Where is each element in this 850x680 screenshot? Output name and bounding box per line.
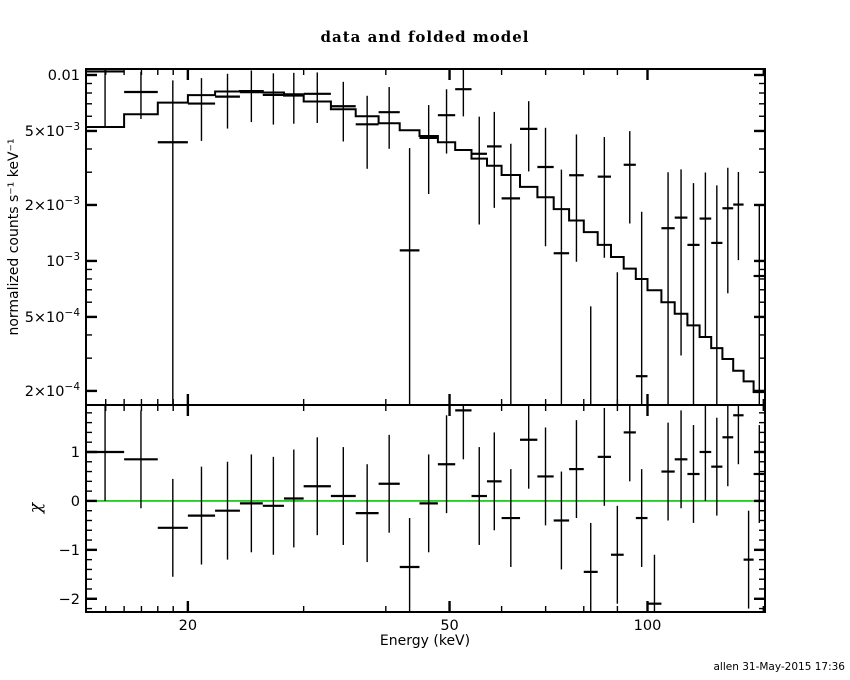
- chi-point: [486, 432, 502, 531]
- spectrum-point: [569, 134, 584, 262]
- spectrum-point: [283, 72, 304, 124]
- spectrum-point: [303, 72, 331, 123]
- chi-point: [124, 410, 158, 509]
- spectrum-point: [687, 183, 700, 405]
- chi-point: [699, 405, 712, 501]
- spectrum-point: [215, 73, 240, 129]
- chi-point: [687, 425, 700, 523]
- spectrum-point: [239, 70, 263, 123]
- spectrum-point: [157, 80, 188, 405]
- chi-point: [520, 405, 538, 489]
- chi-point: [419, 454, 438, 553]
- y-axis-label-top: normalized counts s⁻¹ keV⁻¹: [6, 138, 22, 336]
- timestamp-label: allen 31-May-2015 17:36: [713, 661, 845, 673]
- chi-point: [187, 466, 216, 565]
- spectrum-point: [355, 95, 379, 169]
- tick-labels: 20 50 100 0.01 5×10−3 2×10−3 10−3 5×10−4 2×10−4 1…: [25, 68, 662, 634]
- tick-label: 2×10−4: [25, 381, 81, 400]
- chi-point: [399, 518, 420, 612]
- tick-label: 50: [440, 618, 458, 634]
- chi-point: [378, 434, 400, 533]
- x-axis-label: Energy (keV): [379, 633, 471, 649]
- plot-title: data and folded model: [320, 28, 530, 46]
- spectrum-point: [455, 69, 472, 117]
- spectrum-point: [537, 127, 554, 247]
- spectrum-point: [674, 169, 688, 356]
- chi-point: [553, 471, 570, 570]
- tick-label: 100: [634, 618, 662, 634]
- chi-residual-points: [86, 405, 765, 612]
- chi-point: [537, 427, 554, 526]
- spectrum-point: [187, 78, 216, 141]
- chi-point: [635, 469, 648, 567]
- spectrum-point: [501, 143, 521, 405]
- chi-point: [283, 449, 304, 548]
- panel-frames: [85, 68, 766, 613]
- spectrum-point: [124, 71, 158, 119]
- spectrum-point: [486, 111, 502, 208]
- tick-label: 0.01: [48, 68, 80, 84]
- spectrum-point: [722, 167, 734, 294]
- chi-point: [583, 522, 598, 612]
- chi-point: [733, 405, 744, 465]
- tick-label: 20: [179, 618, 197, 634]
- chi-point: [437, 415, 456, 514]
- spectrum-point: [699, 172, 712, 337]
- spectrum-point: [553, 169, 570, 405]
- chi-point: [722, 405, 734, 487]
- spectrum-point: [330, 81, 356, 142]
- chi-axis-label: χ: [26, 502, 46, 514]
- chi-point: [157, 478, 188, 577]
- tick-label: 2×10−3: [25, 195, 80, 214]
- spectrum-point: [378, 87, 400, 149]
- spectrum-point: [419, 105, 438, 195]
- chi-point: [674, 410, 688, 509]
- chi-point: [753, 425, 765, 523]
- spectrum-point: [437, 89, 456, 154]
- chi-point: [610, 505, 624, 604]
- model-line: [86, 90, 765, 394]
- spectrum-point: [661, 172, 675, 405]
- spectrum-point: [711, 185, 723, 405]
- tick-label: 1: [71, 445, 80, 461]
- chi-point: [239, 454, 263, 553]
- chi-point: [262, 456, 284, 555]
- chi-point: [743, 510, 754, 609]
- spectrum-point: [471, 116, 487, 225]
- chi-point: [569, 420, 584, 519]
- spectrum-point: [86, 69, 125, 128]
- chi-point: [455, 405, 472, 460]
- chi-point: [647, 554, 662, 612]
- spectrum-data-points: [86, 69, 765, 405]
- tick-label: 5×10−3: [25, 121, 80, 140]
- chi-point: [330, 447, 356, 545]
- spectrum-point: [635, 211, 648, 405]
- tick-label: 10−3: [46, 251, 80, 270]
- spectrum-point: [520, 101, 538, 172]
- chi-point: [661, 422, 675, 521]
- tick-label: −2: [59, 592, 80, 608]
- tick-label: 0: [71, 494, 80, 510]
- spectrum-point: [623, 131, 636, 224]
- spectrum-point: [597, 137, 611, 258]
- chi-point: [623, 405, 636, 482]
- chi-point: [355, 464, 379, 563]
- spectrum-point: [262, 73, 284, 125]
- spectrum-point: [753, 205, 765, 405]
- chi-point: [597, 407, 611, 506]
- chi-point: [303, 437, 331, 536]
- chi-point: [501, 469, 521, 567]
- spectrum-point: [399, 148, 420, 405]
- tick-label: −1: [59, 543, 80, 559]
- chi-point: [471, 447, 487, 545]
- chi-point: [711, 417, 723, 516]
- spectrum-point: [733, 171, 744, 261]
- axis-ticks: [86, 69, 765, 612]
- tick-label: 5×10−4: [25, 307, 81, 326]
- chi-point: [215, 461, 240, 560]
